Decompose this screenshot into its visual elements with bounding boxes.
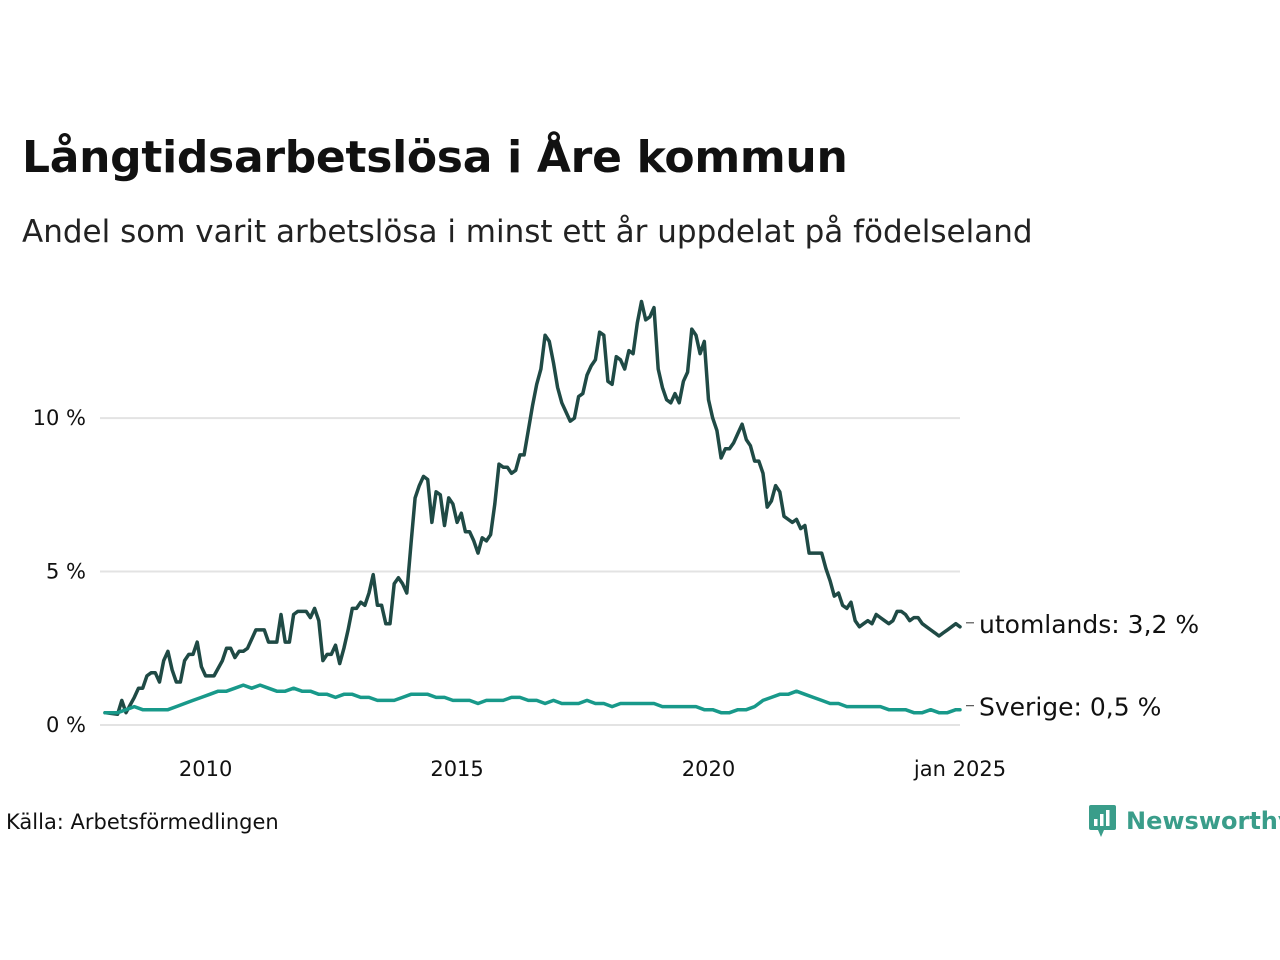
x-tick-label: 2015 (430, 757, 483, 781)
x-axis-ticks: 2010 2015 2020 jan 2025 (179, 757, 1006, 781)
line-chart: 0 % 5 % 10 % 2010 2015 2020 jan 2025 utomland… (33, 299, 1199, 781)
x-tick-label: 2020 (682, 757, 735, 781)
y-axis-ticks: 0 % 5 % 10 % (33, 406, 86, 737)
gridlines (100, 417, 960, 726)
y-tick-label: 10 % (33, 406, 86, 430)
chart-subtitle: Andel som varit arbetslösa i minst ett å… (22, 214, 1033, 250)
series-end-label-sverige: Sverige: 0,5 % (979, 693, 1161, 722)
y-tick-label: 5 % (46, 560, 86, 584)
brand-name: Newsworthy (1126, 807, 1280, 835)
series-lines (103, 299, 962, 717)
x-tick-label: jan 2025 (913, 757, 1006, 781)
brand-logo: Newsworthy (1088, 804, 1280, 838)
y-tick-label: 0 % (46, 713, 86, 737)
series-line-utomlands (103, 299, 962, 717)
x-tick-label: 2010 (179, 757, 232, 781)
chart-title: Långtidsarbetslösa i Åre kommun (22, 132, 848, 183)
source-note: Källa: Arbetsförmedlingen (6, 810, 279, 834)
series-end-label-utomlands: utomlands: 3,2 % (979, 610, 1199, 639)
series-end-labels: utomlands: 3,2 % Sverige: 0,5 % (966, 610, 1199, 722)
newsworthy-logo-icon (1089, 805, 1116, 837)
series-line-sverige (103, 683, 962, 715)
